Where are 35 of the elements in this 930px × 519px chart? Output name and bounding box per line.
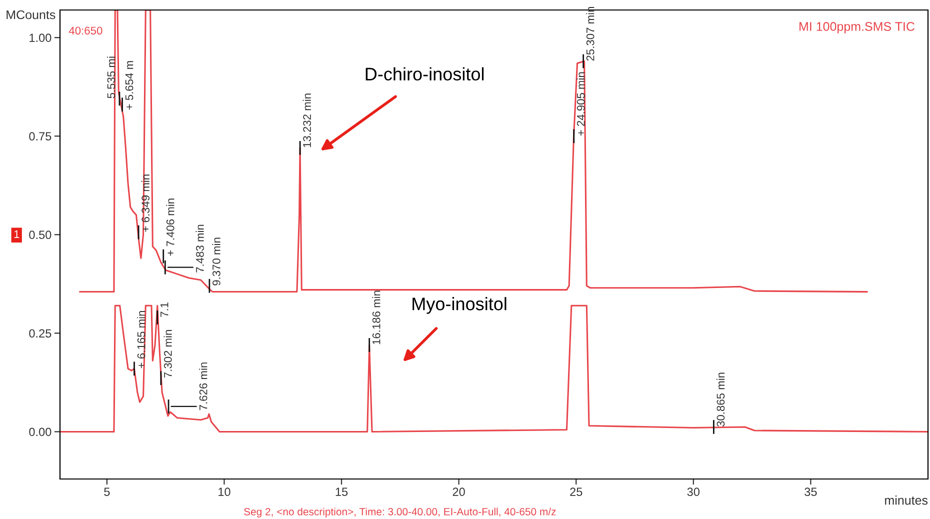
x-tick-label: 5 xyxy=(104,488,110,496)
annotation: 7.483 min xyxy=(196,224,204,272)
annotation: + 6.165 min xyxy=(137,310,146,368)
x-tick-label: 15 xyxy=(336,488,348,496)
annotation: 9.370 min xyxy=(212,238,220,286)
annotation: + 6.349 min xyxy=(141,174,150,232)
annotation: 13.232 min xyxy=(302,94,311,148)
annotation: 16.186 min xyxy=(372,290,380,344)
y-axis-title: MCounts xyxy=(6,10,56,20)
annotation: 7.626 min xyxy=(199,362,208,410)
annotation: 30.865 min xyxy=(716,372,725,427)
annotation: 40:650 xyxy=(68,26,102,35)
x-tick-label: 10 xyxy=(218,488,230,496)
annotation: D-chiro-inositol xyxy=(366,67,484,81)
y-tick-label: 0.75 xyxy=(29,132,52,141)
text: 1 xyxy=(14,230,20,238)
y-tick-label: 0.50 xyxy=(29,230,52,240)
x-tick-label: 25 xyxy=(570,488,582,496)
annotation: Myo-inositol xyxy=(412,297,506,314)
annotation: + 7.406 min xyxy=(166,198,174,256)
x-tick-label: 20 xyxy=(452,488,465,496)
x-axis-title: minutes xyxy=(885,496,928,505)
annotation: 5.535 mi xyxy=(106,56,116,98)
x-tick-label: 35 xyxy=(804,488,817,496)
y-tick-label: 0.25 xyxy=(29,329,52,338)
annotation: 7.302 min xyxy=(164,330,172,378)
annotation: + 24.905 min xyxy=(576,72,585,136)
annotation: + 5.654 m xyxy=(125,61,134,110)
text: MI 100ppm.SMS TIC xyxy=(800,22,915,34)
text: Seg 2, <no description>, Time: 3.00-40.00, EI-Auto-Full, 40-650 m/z xyxy=(244,508,556,518)
y-tick-label: 1.00 xyxy=(30,34,52,42)
y-tick-label: 0.00 xyxy=(29,428,52,436)
annotation: 7.1 xyxy=(160,302,168,317)
annotation: 25.307 min xyxy=(586,6,594,61)
x-tick-label: 30 xyxy=(687,488,700,496)
